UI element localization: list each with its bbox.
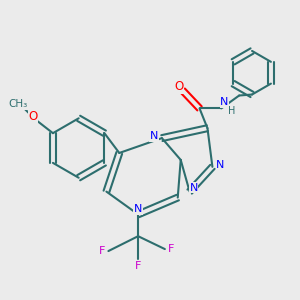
Text: O: O: [28, 110, 38, 123]
Text: N: N: [220, 98, 229, 107]
Text: CH₃: CH₃: [9, 99, 28, 110]
Text: F: F: [99, 246, 106, 256]
Text: O: O: [174, 80, 183, 93]
Text: F: F: [168, 244, 174, 254]
Text: F: F: [135, 261, 141, 271]
Text: N: N: [189, 183, 198, 193]
Text: N: N: [216, 160, 224, 170]
Text: H: H: [228, 106, 235, 116]
Text: N: N: [134, 204, 142, 214]
Text: N: N: [150, 131, 158, 141]
